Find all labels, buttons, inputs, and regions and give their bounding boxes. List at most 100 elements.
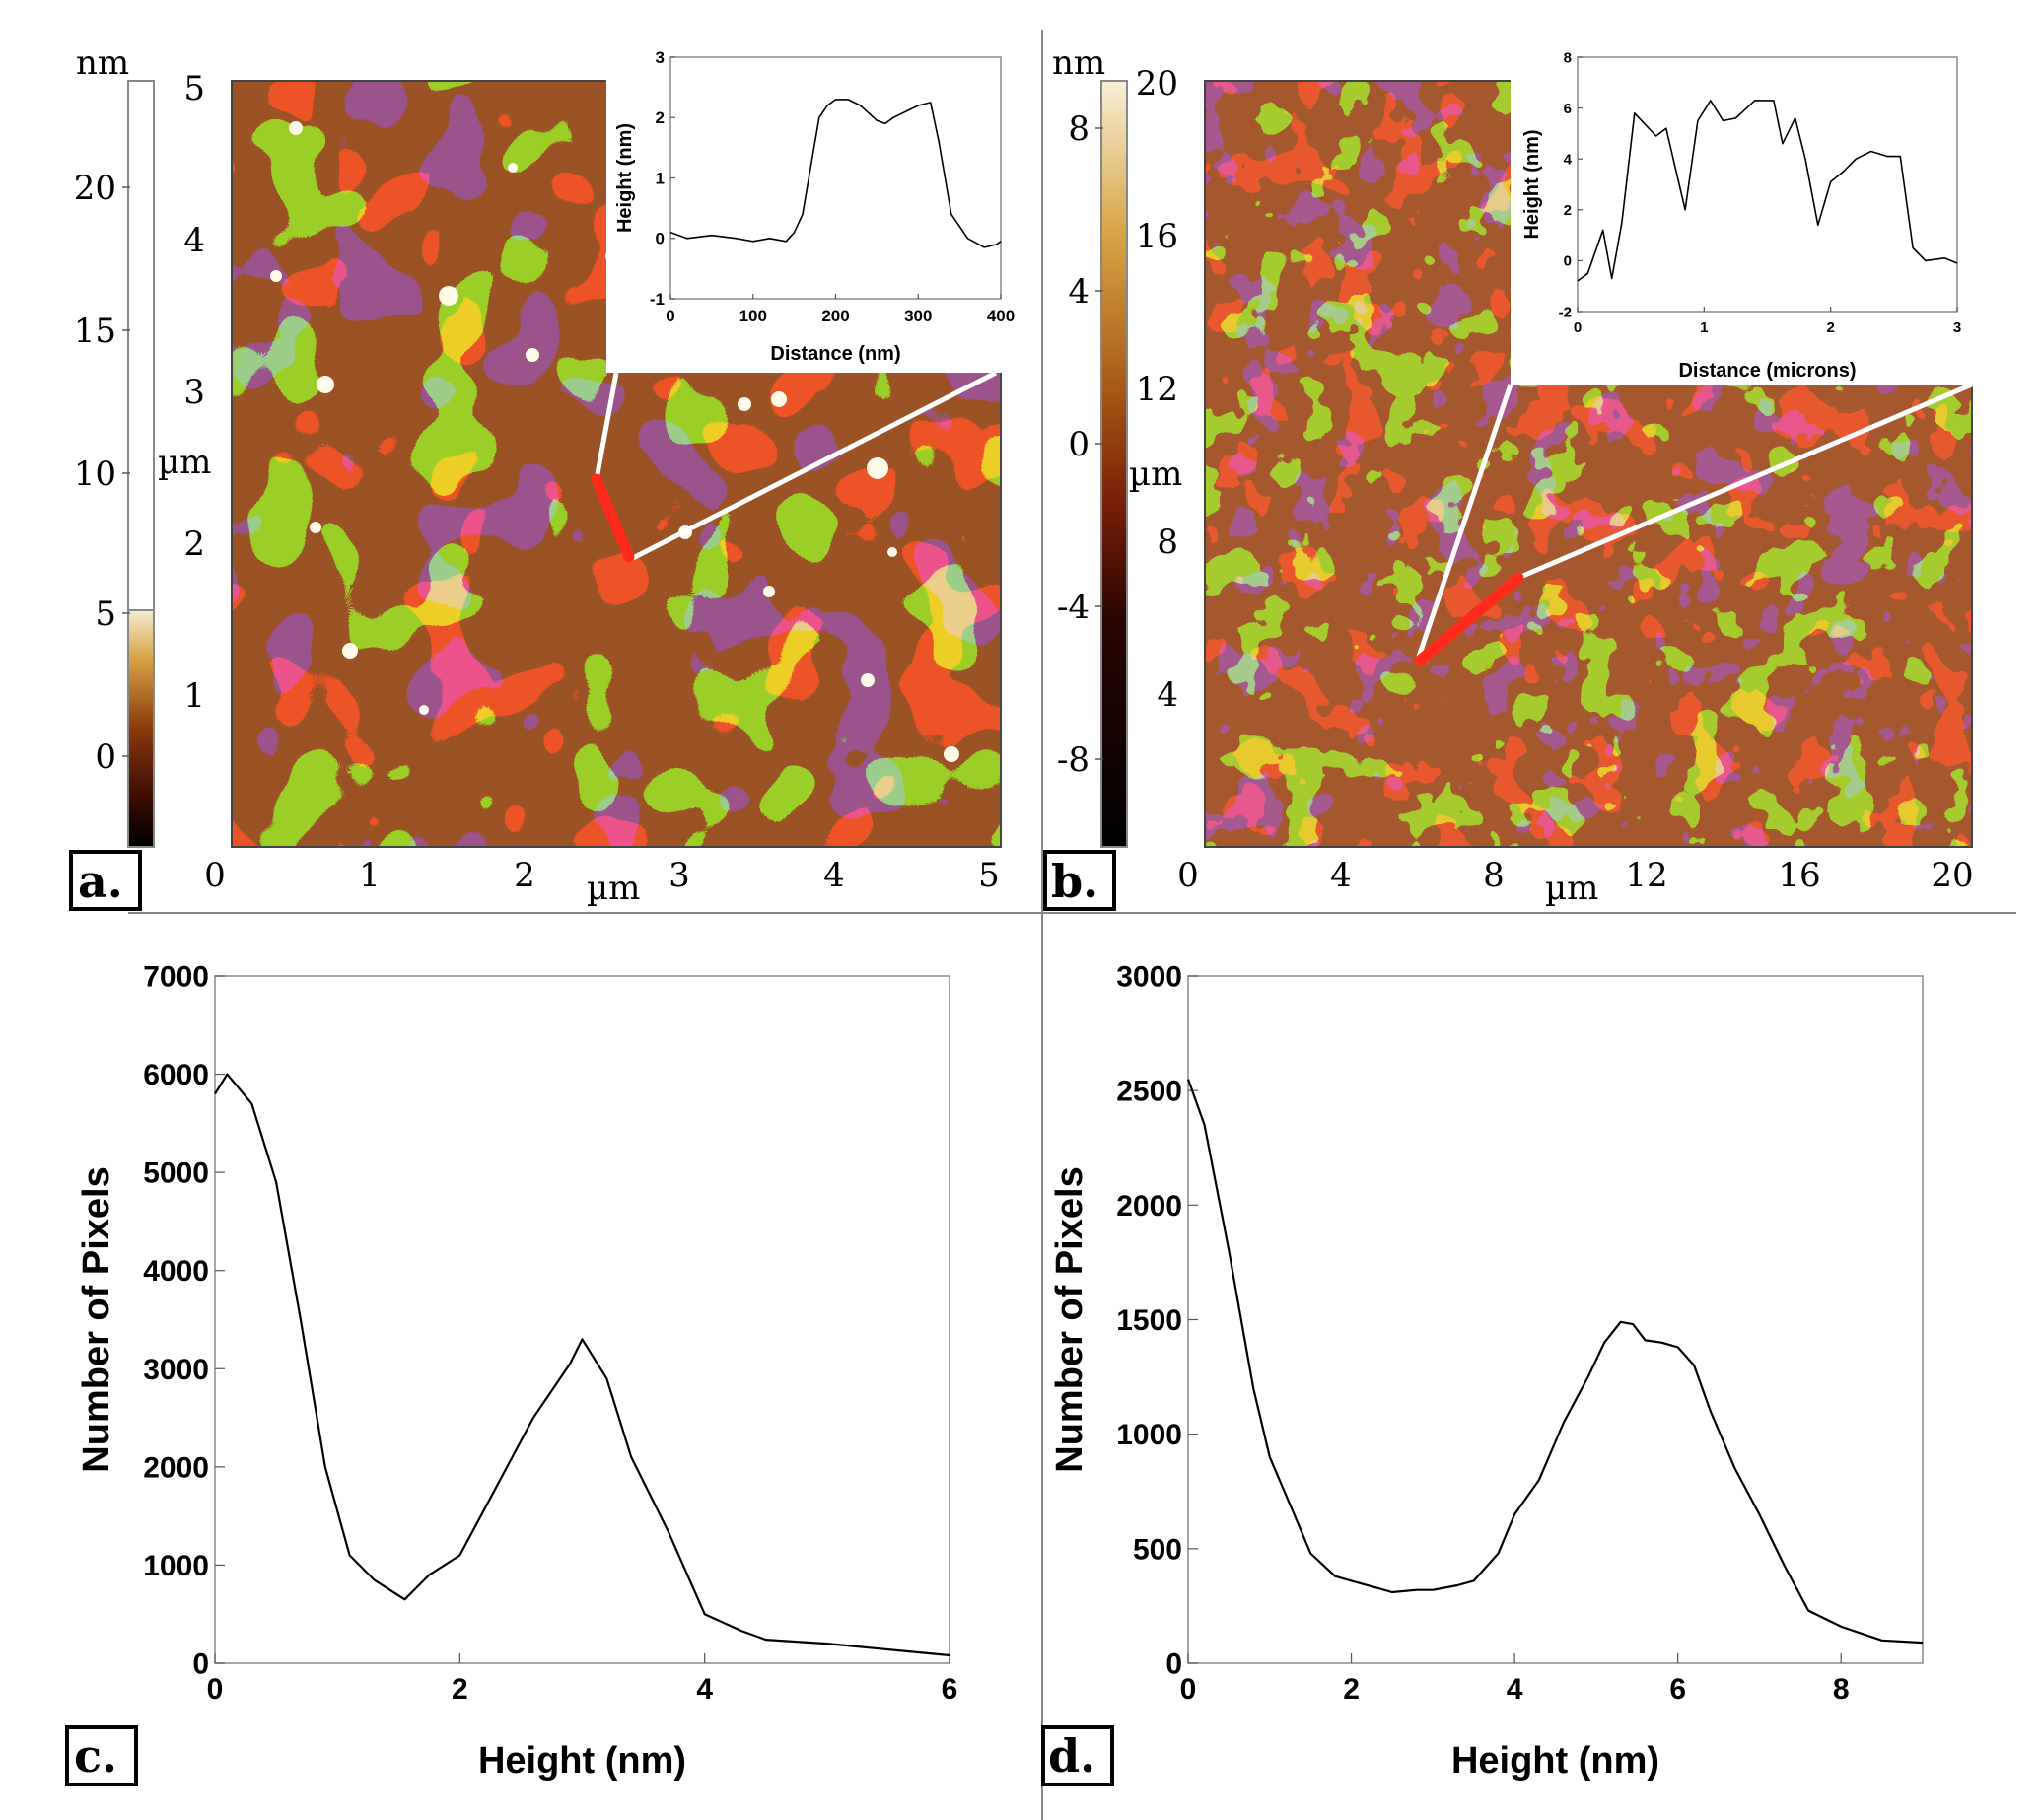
afmA-axes-y-tick: 5 xyxy=(183,69,205,108)
hist_d-y-tick-label: 3000 xyxy=(1116,961,1182,994)
afmB-axes-y-tick: 4 xyxy=(1157,675,1178,715)
inset_b-y-tick-label: -2 xyxy=(1559,304,1572,320)
cbarB-ticks-label: 0 xyxy=(1068,425,1090,464)
hist_c-y-tick-label: 0 xyxy=(192,1648,209,1681)
inset_b-y-tick-label: 0 xyxy=(1564,253,1572,270)
hist_c-x-tick-label: 2 xyxy=(452,1673,468,1706)
afmA-axes-y-tick: 1 xyxy=(183,676,205,716)
inset_a-y-tick-label: -1 xyxy=(650,290,665,309)
hist-d-chart: 0 2 4 6 8 0 500 1000 1500 2000 2500 3000 Height (nm)… xyxy=(1049,961,1924,1782)
afm-b-x-unit: µm xyxy=(1545,869,1598,908)
afmA-axes-x-tick: 1 xyxy=(359,856,381,895)
afmB-axes-x-tick: 4 xyxy=(1330,856,1352,895)
inset_a-y-tick-label: 3 xyxy=(656,48,665,67)
hist_c-y-label: Number of Pixels xyxy=(76,1166,117,1472)
afmA-axes-y-tick: 2 xyxy=(183,525,205,564)
panel-label-c: c. xyxy=(74,1729,117,1783)
afmB-axes-x-tick: 20 xyxy=(1931,856,1973,895)
cbarA-ticks-label: 5 xyxy=(95,595,116,634)
colorbar-b xyxy=(1100,80,1128,848)
inset_b-x-tick-label: 0 xyxy=(1574,319,1582,336)
hist_d-y-label: Number of Pixels xyxy=(1049,1166,1091,1472)
hist_d-y-tick-label: 2000 xyxy=(1116,1190,1182,1223)
afm-a-y-unit: µm xyxy=(158,443,211,482)
inset_a-y-tick-label: 0 xyxy=(656,230,665,248)
colorbar-a-unit: nm xyxy=(76,43,129,83)
colorbar-a-upper xyxy=(127,80,155,611)
hist_d-y-tick-label: 500 xyxy=(1133,1533,1182,1566)
afmA-axes-x-tick: 4 xyxy=(823,856,845,895)
zoom-line-a-1 xyxy=(594,372,619,480)
hist_c-y-tick-label: 2000 xyxy=(143,1451,209,1484)
inset_b-y-label: Height (nm) xyxy=(1521,129,1543,239)
hist_c-y-tick-label: 6000 xyxy=(143,1059,209,1091)
hist_d-x-label: Height (nm) xyxy=(1451,1740,1659,1782)
hist_c-y-tick-label: 3000 xyxy=(143,1354,209,1386)
afmB-axes-x-tick: 16 xyxy=(1778,856,1820,895)
hist_c-y-tick-label: 1000 xyxy=(143,1550,209,1582)
cbarB-ticks-label: 8 xyxy=(1068,109,1090,149)
afmB-axes-y-tick: 8 xyxy=(1157,523,1178,562)
afm-a-axes: 0 1 2 3 4 5 1 2 3 4 5 xyxy=(183,69,999,895)
afmA-axes-x-tick: 2 xyxy=(514,856,535,895)
panel-label-d: d. xyxy=(1048,1729,1095,1783)
inset_a-x-tick-label: 0 xyxy=(666,307,674,325)
inset_a-plot-area xyxy=(669,56,1002,300)
hist_c-y-tick-label: 4000 xyxy=(143,1255,209,1288)
inset_a-y-tick-label: 1 xyxy=(656,169,665,187)
afm-a-x-unit: µm xyxy=(587,869,640,908)
cbarA-ticks-label: 15 xyxy=(74,312,116,351)
zoom-line-b-2 xyxy=(1517,382,1973,581)
panel-d: 0 2 4 6 8 0 500 1000 1500 2000 2500 3000 Height (nm)… xyxy=(1041,961,1924,1786)
cbarB-ticks-label: -4 xyxy=(1057,588,1090,627)
hist_c-x-label: Height (nm) xyxy=(478,1740,686,1782)
inset_b-x-label: Distance (microns) xyxy=(1678,360,1856,382)
hist_d-y-tick-label: 1000 xyxy=(1116,1419,1182,1451)
cbarA-ticks-label: 10 xyxy=(74,455,116,494)
afmB-axes-y-tick: 12 xyxy=(1136,370,1178,409)
afm-b-y-unit: µm xyxy=(1129,455,1182,494)
hist_c-series-line xyxy=(214,1073,950,1657)
hist_c-x-tick-label: 0 xyxy=(207,1673,224,1706)
inset_a-series-line xyxy=(669,99,1002,248)
hist_d-series-line xyxy=(1186,1079,1924,1645)
hist_d-y-tick-label: 0 xyxy=(1165,1648,1182,1681)
afmA-axes-y-tick: 4 xyxy=(183,221,205,260)
afmA-axes-x-tick: 5 xyxy=(978,856,1000,895)
afmB-axes-x-tick: 8 xyxy=(1483,856,1505,895)
hist-c-chart: 0 2 4 6 0 1000 2000 3000 4000 5000 6000 7000 Height … xyxy=(76,961,957,1783)
hist_d-x-tick-label: 8 xyxy=(1833,1673,1850,1706)
profile-line-b xyxy=(1414,572,1524,666)
inset_a-x-tick-label: 200 xyxy=(821,307,849,325)
inset_b-series-line xyxy=(1577,100,1958,282)
hist_c-x-tick-label: 6 xyxy=(942,1673,958,1706)
inset_a-x-label: Distance (nm) xyxy=(770,343,900,365)
hist_d-y-tick-label: 1500 xyxy=(1116,1304,1182,1337)
hist_c-plot-area xyxy=(214,975,950,1664)
hist_d-x-tick-label: 6 xyxy=(1669,1673,1686,1706)
afmB-axes-y-tick: 16 xyxy=(1136,217,1178,256)
cbarA-ticks-label: 20 xyxy=(74,169,116,208)
inset_a-x-tick-label: 100 xyxy=(739,307,767,325)
panel-label-a-box xyxy=(69,850,142,911)
afmB-axes-x-tick: 12 xyxy=(1625,856,1667,895)
afmB-axes-y-tick: 20 xyxy=(1136,64,1178,104)
hist_d-x-tick-label: 0 xyxy=(1180,1673,1197,1706)
inset_a-x-tick-label: 400 xyxy=(987,307,1015,325)
hist_d-y-tick-label: 2500 xyxy=(1116,1076,1182,1108)
zoom-line-a-2 xyxy=(627,370,998,563)
panel-label-a: a. xyxy=(78,855,123,908)
colorbar-b-ticks: 8 4 0 -4 -8 xyxy=(1057,109,1103,780)
panel-label-b: b. xyxy=(1051,855,1098,908)
panel-c: 0 2 4 6 0 1000 2000 3000 4000 5000 6000 7000 Height … xyxy=(65,961,957,1786)
inset_b-x-tick-label: 2 xyxy=(1826,319,1834,336)
cbarB-ticks-label: 4 xyxy=(1068,272,1090,312)
hist_c-x-tick-label: 4 xyxy=(696,1673,713,1706)
hist_c-y-tick-label: 7000 xyxy=(143,961,209,994)
hist_c-y-tick-label: 5000 xyxy=(143,1157,209,1190)
afmA-axes-x-tick: 3 xyxy=(669,856,690,895)
afmB-axes-x-tick: 0 xyxy=(1177,856,1199,895)
